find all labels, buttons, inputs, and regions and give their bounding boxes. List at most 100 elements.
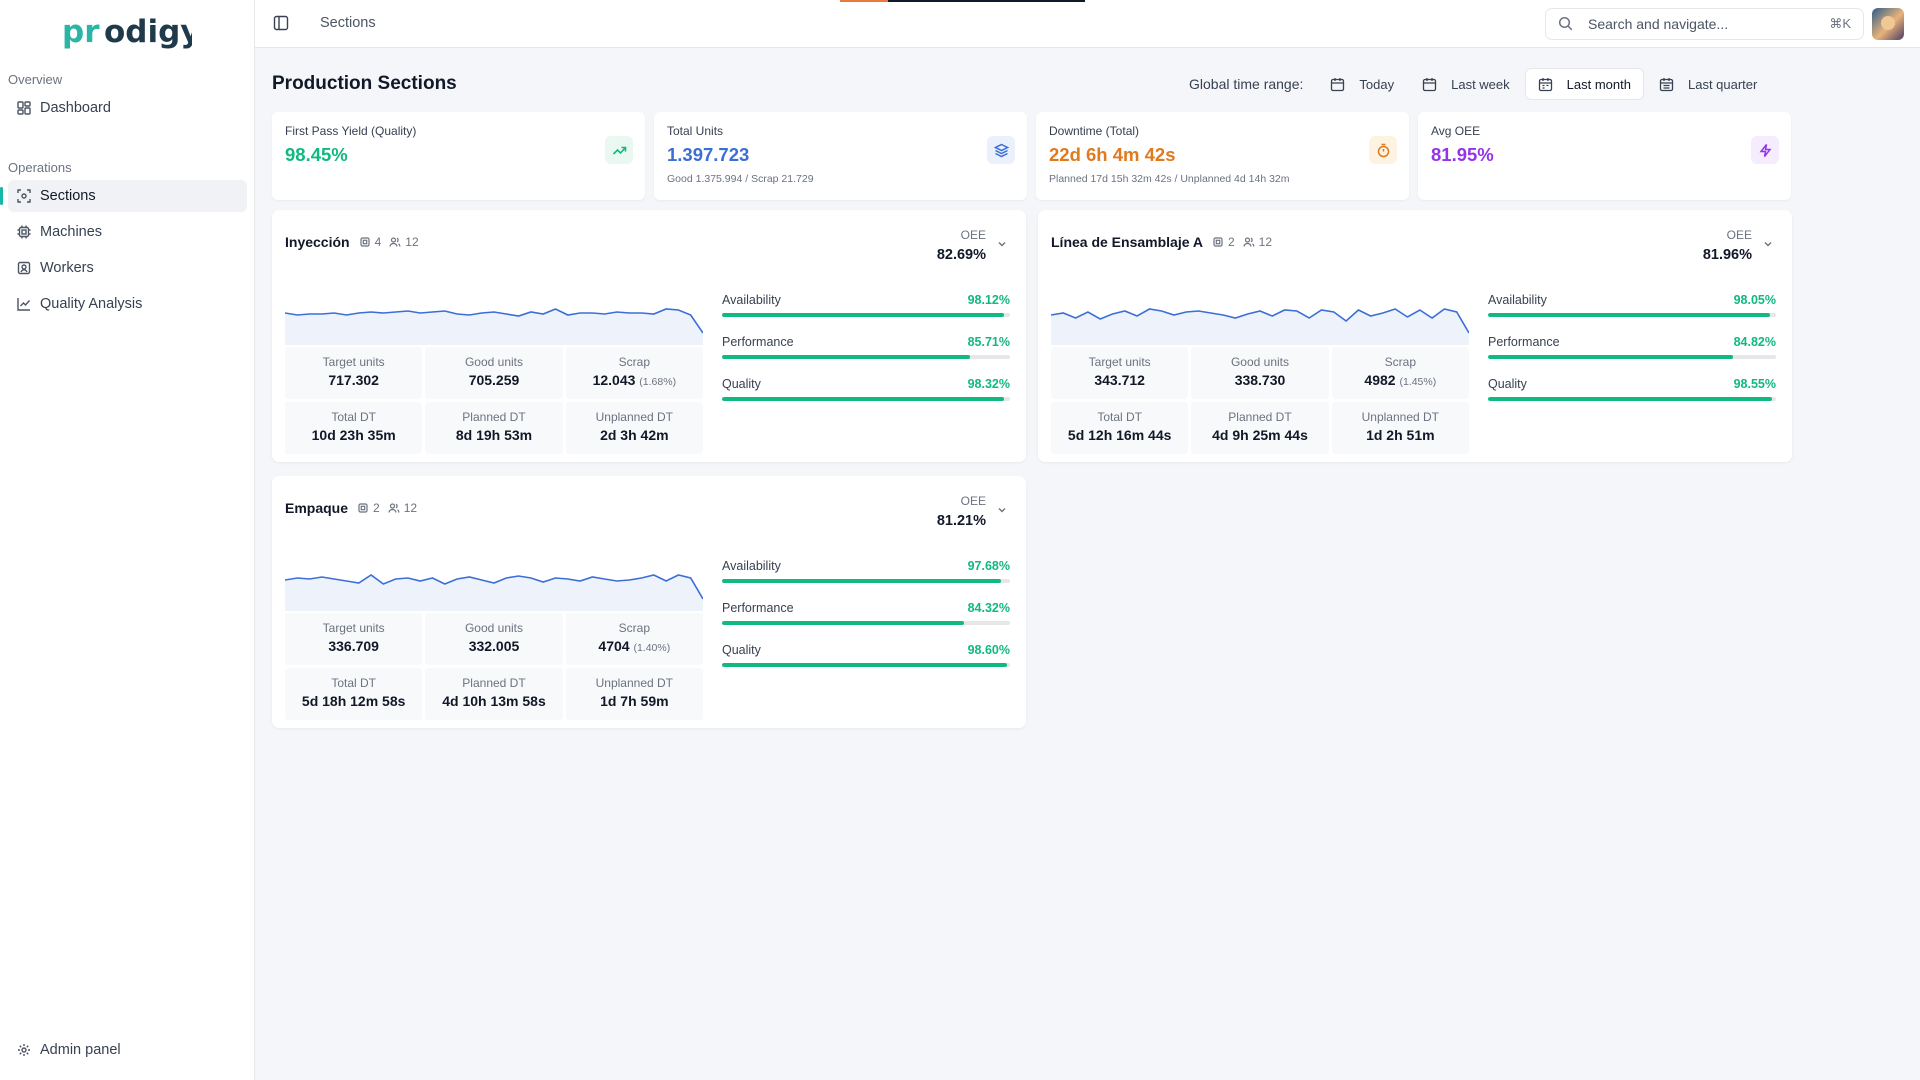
kpi-card-avg-oee: Avg OEE 81.95% — [1418, 112, 1791, 200]
machine-count: 2 — [357, 501, 380, 515]
progress-bar-fill — [722, 355, 970, 359]
sidebar-group-overview: Overview Dashboard — [0, 70, 255, 128]
avatar[interactable] — [1872, 8, 1904, 40]
sidebar-footer: Admin panel — [0, 1032, 255, 1070]
sidebar-item-workers[interactable]: Workers — [8, 252, 247, 284]
search-input[interactable] — [1588, 16, 1830, 32]
metric-value: 98.60% — [967, 643, 1010, 657]
stat-value: 1d 7h 59m — [600, 693, 669, 709]
stat-label: Target units — [322, 355, 385, 369]
oee-metrics: Availability 98.05% Performance 84.82% Qua… — [1488, 293, 1776, 419]
chevron-down-icon[interactable] — [996, 238, 1008, 250]
oee-metrics: Availability 98.12% Performance 85.71% Qua… — [722, 293, 1010, 419]
stat-value: 717.302 — [328, 372, 379, 388]
stat-label: Scrap — [1384, 355, 1416, 369]
users-icon — [388, 503, 400, 513]
time-range-option-label: Last week — [1451, 76, 1510, 92]
stat-value: 2d 3h 42m — [600, 427, 669, 443]
kpi-subtext: Good 1.375.994 / Scrap 21.729 — [667, 173, 814, 185]
time-range-last-week[interactable]: Last week — [1409, 68, 1523, 100]
metric-name: Availability — [1488, 293, 1547, 307]
sidebar-item-quality-analysis[interactable]: Quality Analysis — [8, 288, 247, 320]
scrap-percent: (1.45%) — [1399, 376, 1437, 388]
stat-label: Good units — [464, 621, 524, 635]
zap-icon — [1751, 136, 1779, 164]
stat-value: 12.043 (1.68%) — [566, 372, 703, 388]
search-box[interactable]: ⌘K — [1545, 8, 1864, 40]
sidebar-item-label: Sections — [40, 188, 96, 204]
chevron-down-icon[interactable] — [996, 504, 1008, 516]
sidebar-item-sections[interactable]: Sections — [0, 180, 247, 212]
search-shortcut: ⌘K — [1829, 16, 1851, 31]
stat-value: 4982 (1.45%) — [1332, 372, 1469, 388]
sidebar-toggle-icon[interactable] — [273, 15, 291, 33]
time-range-option-label: Today — [1359, 76, 1395, 92]
stat-label: Planned DT — [1228, 410, 1292, 424]
scrap-percent: (1.68%) — [639, 376, 677, 388]
stat-unplanned-dt: Unplanned DT 2d 3h 42m — [565, 402, 703, 454]
progress-bar-fill — [722, 579, 1002, 583]
metric-performance: Performance 84.32% — [722, 601, 1010, 643]
stat-value: 343.712 — [1094, 372, 1145, 388]
sparkline-line — [1051, 308, 1469, 334]
metric-quality: Quality 98.55% — [1488, 377, 1776, 419]
sidebar-item-machines[interactable]: Machines — [8, 216, 247, 248]
metric-performance: Performance 85.71% — [722, 335, 1010, 377]
time-range-selector: Global time range: Today Last week Last … — [1189, 68, 1772, 100]
progress-bar-fill — [722, 663, 1008, 667]
search-icon — [1558, 16, 1574, 32]
time-range-today[interactable]: Today — [1317, 68, 1407, 100]
cpu-icon — [16, 224, 32, 240]
stat-total-dt: Total DT 5d 18h 12m 58s — [285, 668, 423, 720]
section-card[interactable]: Inyección 4 12 OEE 82.69% Target units 7… — [272, 210, 1026, 462]
sidebar-item-admin-panel[interactable]: Admin panel — [8, 1034, 247, 1066]
progress-bar — [722, 663, 1010, 667]
worker-count: 12 — [1243, 235, 1272, 249]
stat-value: 4d 10h 13m 58s — [442, 693, 546, 709]
sparkline-area — [285, 575, 703, 611]
stat-value: 705.259 — [468, 372, 520, 388]
dashboard-icon — [16, 100, 32, 116]
time-range-last-quarter[interactable]: Last quarter — [1646, 68, 1770, 100]
section-card[interactable]: Empaque 2 12 OEE 81.21% Target units 336… — [272, 476, 1026, 728]
machine-count-value: 2 — [1227, 235, 1235, 249]
stat-good-units: Good units 705.259 — [425, 347, 563, 399]
stat-label: Unplanned DT — [595, 410, 674, 424]
breadcrumb[interactable]: Sections — [320, 15, 376, 31]
stat-target-units: Target units 343.712 — [1051, 347, 1189, 399]
oee-label: OEE — [1726, 228, 1752, 242]
oee-value: 81.21% — [936, 513, 986, 529]
sidebar-group-operations: Operations Sections Machines Workers Qua… — [0, 158, 255, 324]
sparkline-line — [285, 574, 703, 600]
progress-bar — [1488, 355, 1776, 359]
stat-value: 10d 23h 35m — [311, 427, 396, 443]
progress-bar — [722, 621, 1010, 625]
time-range-last-month[interactable]: Last month — [1524, 68, 1644, 100]
sections-icon — [16, 188, 32, 204]
sidebar-item-label: Quality Analysis — [40, 296, 143, 312]
id-badge-icon — [16, 260, 32, 276]
kpi-card-total-units: Total Units 1.397.723 Good 1.375.994 / S… — [654, 112, 1027, 200]
progress-bar — [722, 355, 1010, 359]
oee-value: 82.69% — [936, 247, 986, 263]
worker-count: 12 — [389, 235, 419, 249]
gear-icon — [16, 1042, 32, 1058]
section-stats-grid: Target units 343.712 Good units 338.730 … — [1051, 347, 1469, 454]
metric-name: Quality — [1488, 377, 1527, 391]
stat-target-units: Target units 717.302 — [285, 347, 423, 399]
machine-count: 2 — [1212, 235, 1235, 249]
topbar: Sections ⌘K — [255, 0, 1920, 48]
sidebar-item-dashboard[interactable]: Dashboard — [8, 92, 247, 124]
chevron-down-icon[interactable] — [1762, 238, 1774, 250]
stat-value: 336.709 — [328, 638, 379, 654]
prodigy-logo[interactable]: pr odigy — [62, 14, 192, 52]
stat-value: 5d 12h 16m 44s — [1067, 427, 1172, 443]
kpi-value: 1.397.723 — [667, 144, 750, 165]
section-card[interactable]: Línea de Ensamblaje A 2 12 OEE 81.96% Ta… — [1038, 210, 1792, 462]
time-range-label: Global time range: — [1189, 76, 1304, 92]
stat-target-units: Target units 336.709 — [285, 613, 423, 665]
svg-text:odigy: odigy — [104, 14, 192, 50]
sidebar-item-label: Workers — [40, 260, 94, 276]
metric-name: Performance — [1488, 335, 1560, 349]
stat-value: 338.730 — [1234, 372, 1286, 388]
